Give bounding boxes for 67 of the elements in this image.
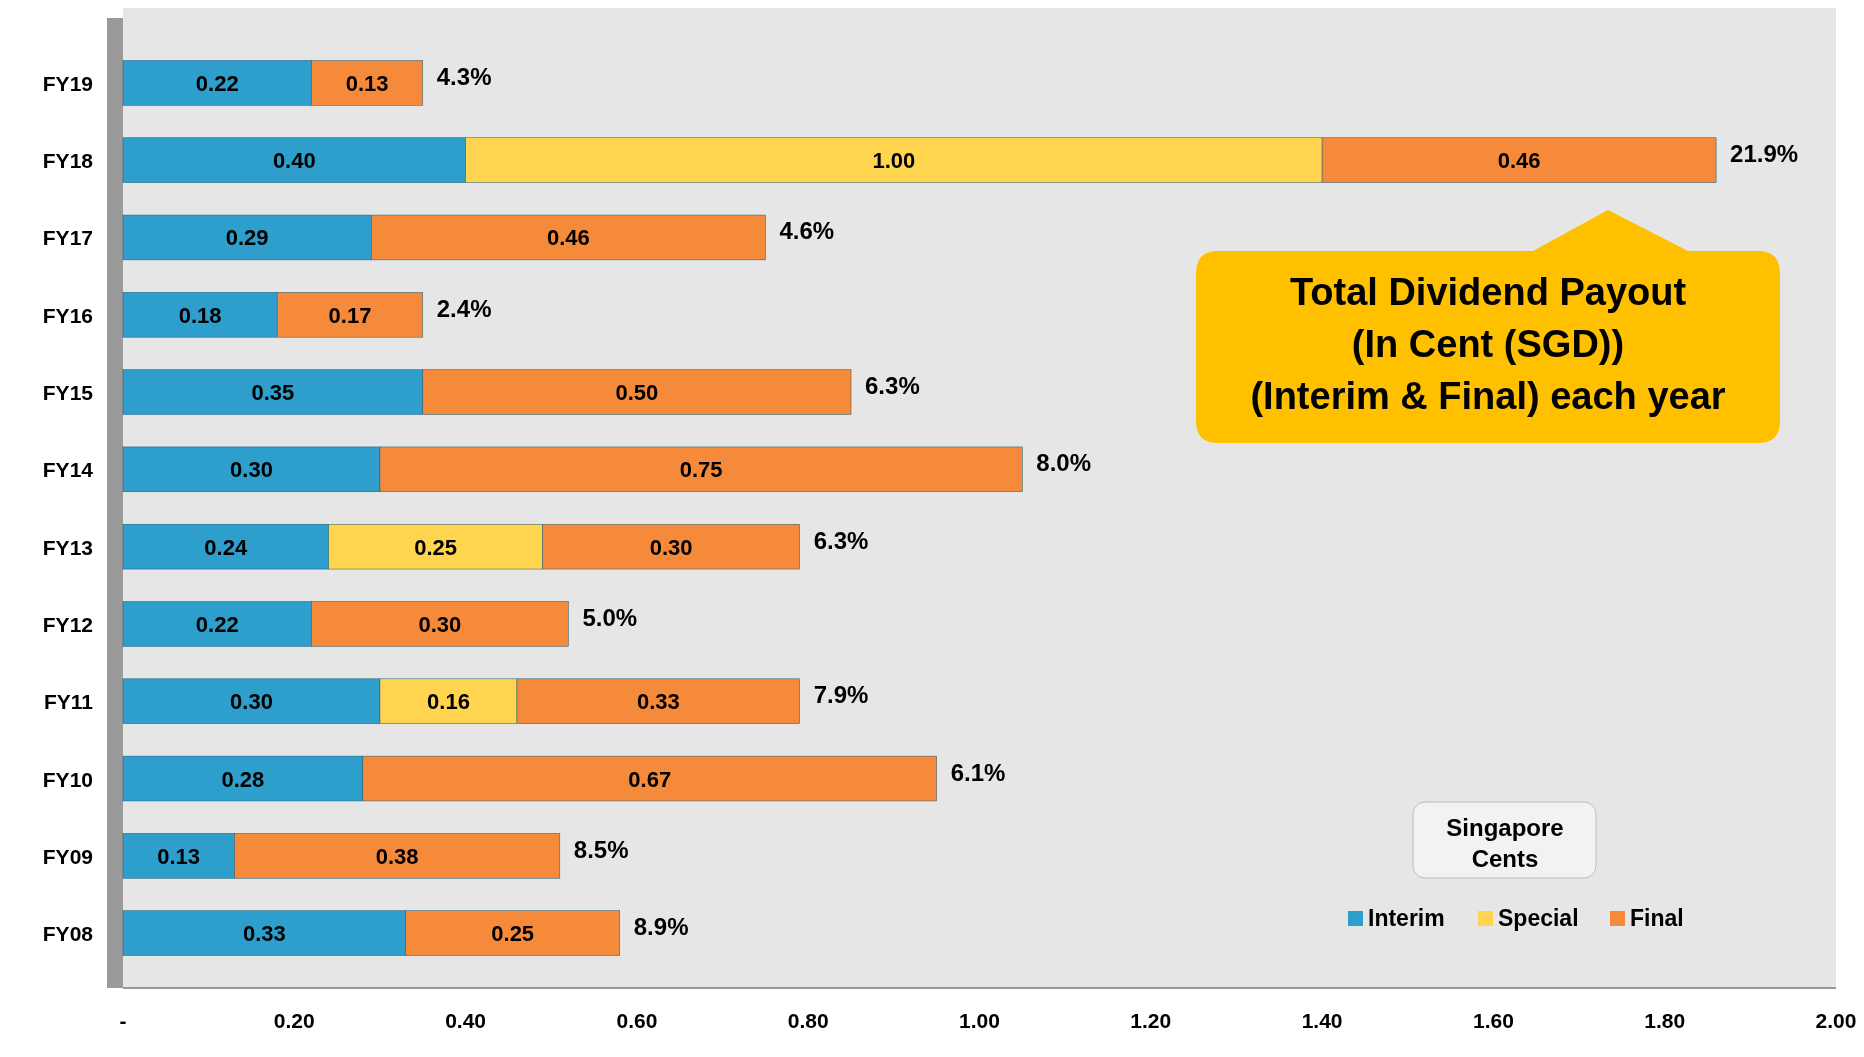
data-label: 0.16	[427, 689, 470, 715]
data-label: 0.30	[418, 611, 462, 637]
data-label: 0.13	[345, 70, 389, 96]
data-label: 0.46	[1497, 148, 1541, 174]
y-tick-label: FY09	[42, 844, 93, 868]
data-label: 0.17	[328, 302, 372, 328]
annotation: 5.0%	[582, 603, 638, 631]
data-label: 0.13	[157, 843, 201, 869]
annotation: 21.9%	[1730, 140, 1799, 168]
y-tick-label: FY19	[42, 71, 93, 95]
data-label: 0.50	[615, 380, 659, 406]
annotation: 6.3%	[813, 526, 869, 554]
annotation: 8.5%	[573, 835, 629, 863]
data-label: 0.33	[242, 921, 286, 947]
annotation: Singapore Cents	[1446, 814, 1564, 872]
data-label: 0.18	[178, 302, 222, 328]
annotation: 2.4%	[436, 294, 492, 322]
x-tick-label: -	[119, 1009, 127, 1032]
data-label: 0.33	[636, 689, 680, 715]
data-label: 0.75	[679, 457, 723, 483]
annotation: 7.9%	[813, 681, 869, 709]
data-label: 0.22	[195, 70, 239, 96]
y-tick-label: FY16	[42, 303, 93, 327]
legend-label: Interim	[1368, 905, 1445, 931]
y-tick-label: FY18	[42, 149, 94, 173]
data-label: 0.28	[221, 766, 265, 792]
y-tick-label: FY10	[42, 767, 93, 791]
annotation: 8.9%	[633, 913, 689, 941]
data-label: 0.25	[491, 921, 535, 947]
data-label: 1.00	[872, 148, 916, 174]
data-label: 0.30	[230, 689, 273, 715]
y-tick-label: FY14	[42, 458, 94, 482]
x-tick-label: 0.80	[787, 1009, 829, 1032]
x-tick-label: 1.20	[1130, 1009, 1172, 1032]
y-tick-label: FY17	[42, 226, 93, 250]
data-label: 0.67	[628, 766, 672, 792]
x-tick-label: 0.60	[616, 1009, 658, 1032]
annotation: Total Dividend Payout (In Cent (SGD)) (Interim & Final) each year	[1250, 271, 1726, 417]
data-label: 0.22	[195, 611, 239, 637]
x-tick-label: 1.00	[959, 1009, 1000, 1032]
x-tick-label: 0.40	[445, 1009, 487, 1032]
y-tick-label: FY11	[43, 690, 94, 714]
x-tick-label: 0.20	[273, 1009, 315, 1032]
data-label: 0.35	[251, 380, 295, 406]
data-label: 0.46	[546, 225, 590, 251]
x-tick-label: 1.80	[1644, 1009, 1686, 1032]
data-label: 0.30	[649, 534, 693, 560]
y-tick-label: FY15	[42, 381, 94, 405]
data-label: 0.38	[375, 843, 419, 869]
data-label: 0.24	[204, 534, 248, 560]
data-label: 0.25	[414, 534, 458, 560]
annotation: 8.0%	[1036, 449, 1092, 477]
y-tick-label: FY13	[42, 535, 93, 559]
data-label: 0.29	[225, 225, 269, 251]
annotation: 6.1%	[950, 758, 1006, 786]
y-tick-label: FY08	[42, 922, 94, 946]
annotation: 4.6%	[779, 217, 835, 245]
x-tick-label: 2.00	[1815, 1009, 1857, 1032]
legend-label: Final	[1630, 905, 1684, 931]
legend-label: Special	[1498, 905, 1579, 931]
annotation: 6.3%	[865, 372, 920, 400]
x-tick-label: 1.60	[1472, 1009, 1514, 1032]
x-tick-label: 1.40	[1301, 1009, 1343, 1032]
data-label: 0.30	[230, 457, 273, 483]
data-label: 0.40	[272, 148, 316, 174]
y-tick-label: FY12	[42, 612, 93, 636]
annotation: 4.3%	[436, 62, 492, 90]
